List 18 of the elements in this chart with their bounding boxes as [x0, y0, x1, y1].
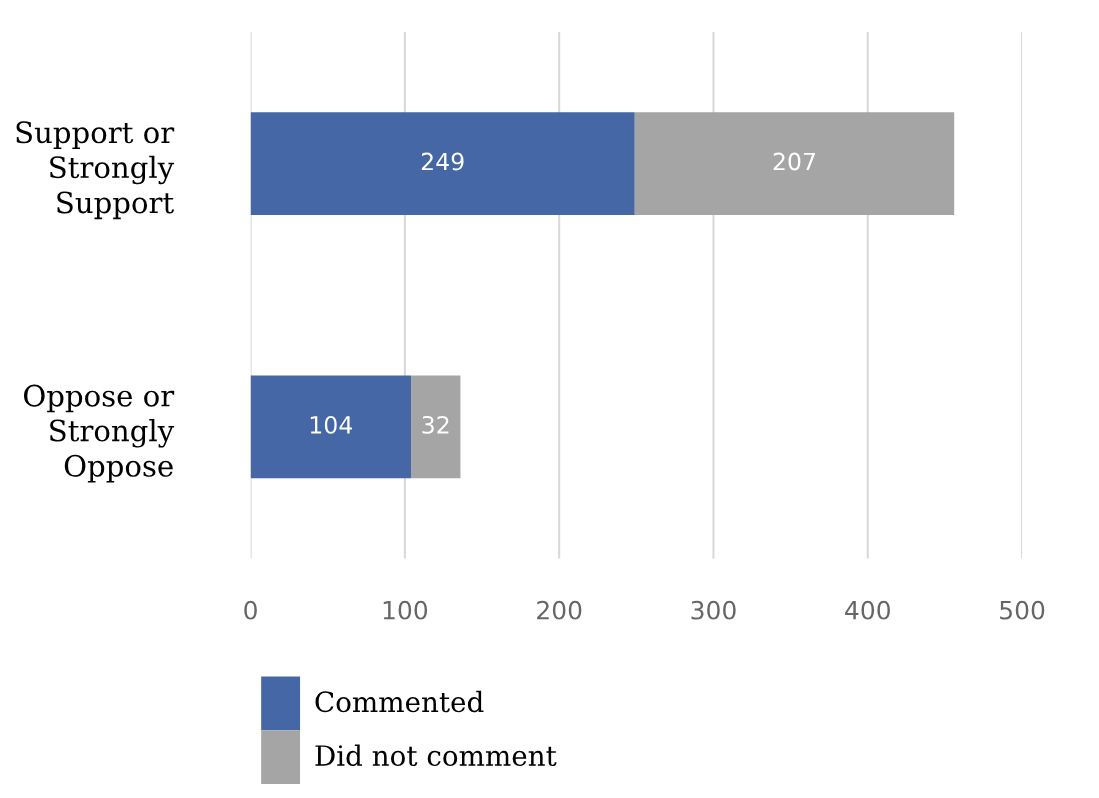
y-tick-label: Support or Strongly Support [16, 121, 175, 220]
y-tick-label: Oppose or Strongly Oppose [24, 384, 175, 483]
x-tick-label: 100 [383, 600, 428, 620]
x-tick-label: 200 [537, 600, 582, 620]
data-label: 207 [773, 152, 815, 171]
x-tick-label: 0 [244, 600, 257, 620]
legend-label: Did not comment [315, 744, 557, 767]
bar [250, 112, 635, 215]
data-label: 32 [422, 415, 449, 434]
legend-label: Commented [315, 690, 484, 713]
x-tick-label: 400 [845, 600, 890, 620]
data-label: 104 [310, 415, 353, 434]
data-label: 249 [421, 152, 464, 171]
bar [634, 112, 955, 215]
bar [411, 375, 461, 479]
x-tick-label: 500 [1000, 600, 1045, 620]
x-tick-label: 300 [691, 600, 736, 620]
bar [250, 375, 412, 479]
